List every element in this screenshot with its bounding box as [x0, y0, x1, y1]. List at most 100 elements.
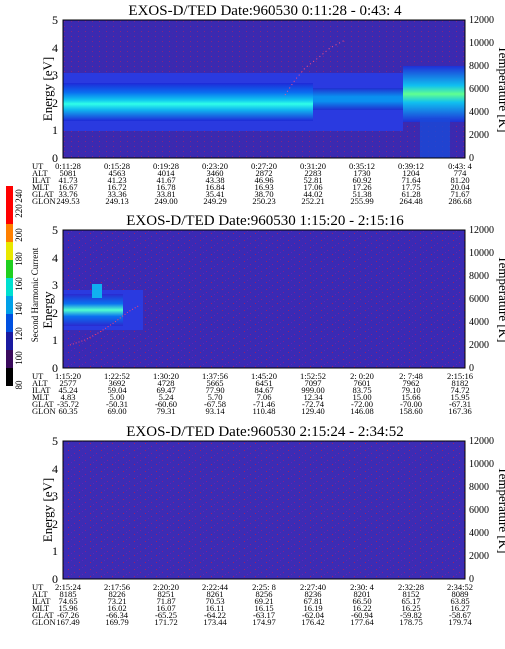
panel-1-ytick-1: 1 [52, 123, 58, 137]
panel-3-ilat-5: 67.81 [303, 596, 322, 606]
panel-2-row-label-ut: UT [32, 371, 44, 381]
panel-3-noise [63, 441, 465, 579]
panel-2-ytick-3: 3 [52, 278, 58, 292]
panel-1-glat-0: 33.76 [58, 189, 77, 199]
panel-3-ilat-6: 66.50 [352, 596, 371, 606]
colorbar-swatch-8 [6, 224, 13, 242]
panel-2-ytick-0: 0 [52, 361, 58, 375]
panel-1-frame [62, 19, 466, 159]
panel-2-mlt-8: 15.95 [450, 392, 469, 402]
panel-3-y2label: Temperature [K] [496, 467, 505, 554]
panel-3-ut-6: 2:30: 4 [350, 582, 375, 592]
colorbar-swatch-5 [6, 278, 13, 296]
panel-2-glon-5: 129.40 [301, 406, 324, 416]
panel-3-glat-5: -62.04 [302, 610, 325, 620]
panel-2: EXOS-D/TED Date:960530 1:15:20 - 2:15:16… [32, 213, 505, 416]
panel-2-ut-3: 1:37:56 [202, 371, 228, 381]
panel-2-glat-0: -35.72 [57, 399, 79, 409]
panel-3-mlt-1: 16.02 [107, 603, 126, 613]
panel-2-ilat-7: 79.10 [401, 385, 420, 395]
panel-2-ut-5: 1:52:52 [300, 371, 326, 381]
panel-3-glon-1: 169.79 [105, 617, 128, 627]
colorbar: 80 100 120 140 160 180 200 220 240 Secon… [6, 186, 40, 390]
panel-1-glat-6: 51.38 [352, 189, 371, 199]
panel-1-mlt-2: 16.78 [156, 182, 175, 192]
panel-3-mlt-6: 16.22 [352, 603, 371, 613]
panel-1-row-label-ut: UT [32, 161, 44, 171]
panel-3-ilat-1: 73.21 [107, 596, 126, 606]
panel-2-mlt-1: 5.00 [110, 392, 125, 402]
panel-2-frame [62, 229, 466, 369]
colorbar-tick-240: 240 [14, 189, 24, 203]
panel-3-ilat-7: 65.17 [401, 596, 420, 606]
panel-1-glat-3: 35.41 [205, 189, 224, 199]
panel-1-ytick-2: 2 [52, 96, 58, 110]
panel-3-ut-2: 2:20:20 [153, 582, 179, 592]
panel-1-alt-8: 774 [454, 168, 468, 178]
panel-3-glon-3: 173.44 [203, 617, 227, 627]
panel-3-y2tick-12000: 12000 [469, 436, 494, 447]
panel-2-mlt-6: 15.00 [352, 392, 371, 402]
panel-2-alt-6: 7601 [354, 378, 371, 388]
panel-1-ylabel: Energy [eV] [40, 57, 55, 121]
panel-3-ilat-3: 70.53 [205, 596, 224, 606]
panel-1-alt-0: 5081 [60, 168, 77, 178]
panel-1-glon-7: 264.48 [399, 196, 422, 206]
panel-2-y2tick-8000: 8000 [469, 271, 489, 282]
panel-3-ytick-4: 4 [52, 462, 58, 476]
panel-2-ilat-1: 59.04 [107, 385, 127, 395]
panel-3-alt-2: 8251 [158, 589, 175, 599]
panel-2-glat-4: -71.46 [253, 399, 275, 409]
colorbar-tick-200: 200 [14, 228, 24, 242]
panel-2-ilat-3: 77.90 [205, 385, 224, 395]
panel-3-y2tick-4000: 4000 [469, 528, 489, 539]
panel-3-ut-8: 2:34:52 [447, 582, 473, 592]
panel-1-alt-3: 3460 [207, 168, 224, 178]
panel-3-glon-8: 179.74 [448, 617, 472, 627]
panel-2-row-label-alt: ALT [32, 378, 49, 388]
panel-2-title: EXOS-D/TED Date:960530 1:15:20 - 2:15:16 [126, 213, 404, 229]
panel-1-glon-4: 250.23 [252, 196, 275, 206]
panel-1-row-label-mlt: MLT [32, 182, 50, 192]
panel-2-y2tick-4000: 4000 [469, 317, 489, 328]
panel-3-mlt-0: 15.96 [58, 603, 77, 613]
panel-1-orbit-table: UT ALT ILAT MLT GLAT GLON 0:11:28 0:15:2… [32, 161, 473, 206]
panel-1-title: EXOS-D/TED Date:960530 0:11:28 - 0:43: 4 [128, 3, 402, 19]
panel-1-glon-2: 249.00 [154, 196, 177, 206]
panel-2-glat-8: -67.31 [449, 399, 471, 409]
panel-1-y2tick-4000: 4000 [469, 107, 489, 118]
panel-3-row-label-mlt: MLT [32, 603, 50, 613]
colorbar-swatch-3 [6, 314, 13, 332]
panel-3-ylabel: Energy [eV] [40, 478, 55, 542]
colorbar-swatch-1 [6, 350, 13, 368]
panel-1-ilat-1: 41.23 [107, 175, 126, 185]
colorbar-tick-180: 180 [14, 252, 24, 266]
panel-2-alt-1: 3692 [109, 378, 126, 388]
panel-1-glon-0: 249.53 [56, 196, 79, 206]
panel-1-y2tick-2000: 2000 [469, 130, 489, 141]
panel-3-alt-8: 8089 [452, 589, 469, 599]
panel-1-alt-1: 4563 [109, 168, 126, 178]
panel-1-alt-5: 2283 [305, 168, 322, 178]
panel-2-glon-1: 69.00 [107, 406, 126, 416]
panel-3-mlt-8: 16.27 [450, 603, 469, 613]
panel-3-ut-3: 2:22:44 [202, 582, 229, 592]
panel-1-glon-5: 252.21 [301, 196, 324, 206]
panel-2-ytick-2: 2 [52, 306, 58, 320]
panel-3-orbit-table: UT ALT ILAT MLT GLAT GLON 2:15:24 2:17:5… [32, 582, 473, 627]
colorbar-tick-120: 120 [14, 327, 24, 341]
panel-1-ut-2: 0:19:28 [153, 161, 179, 171]
colorbar-swatch-6 [6, 260, 13, 278]
panel-3-ilat-2: 71.87 [156, 596, 175, 606]
panel-3-glat-2: -65.25 [155, 610, 177, 620]
panel-2-ylabel: Energy [40, 291, 55, 329]
panel-2-row-label-glon: GLON [32, 406, 56, 416]
panel-3-y2tick-2000: 2000 [469, 551, 489, 562]
panel-3-alt-3: 8261 [207, 589, 224, 599]
panel-2-ilat-2: 69.47 [156, 385, 175, 395]
panel-2-alt-2: 4728 [158, 378, 175, 388]
panel-1-glat-7: 61.28 [401, 189, 420, 199]
panel-1-y2tick-0: 0 [469, 153, 474, 164]
panel-2-band-spike [92, 284, 102, 298]
panel-3: EXOS-D/TED Date:960530 2:15:24 - 2:34:52… [32, 424, 505, 627]
